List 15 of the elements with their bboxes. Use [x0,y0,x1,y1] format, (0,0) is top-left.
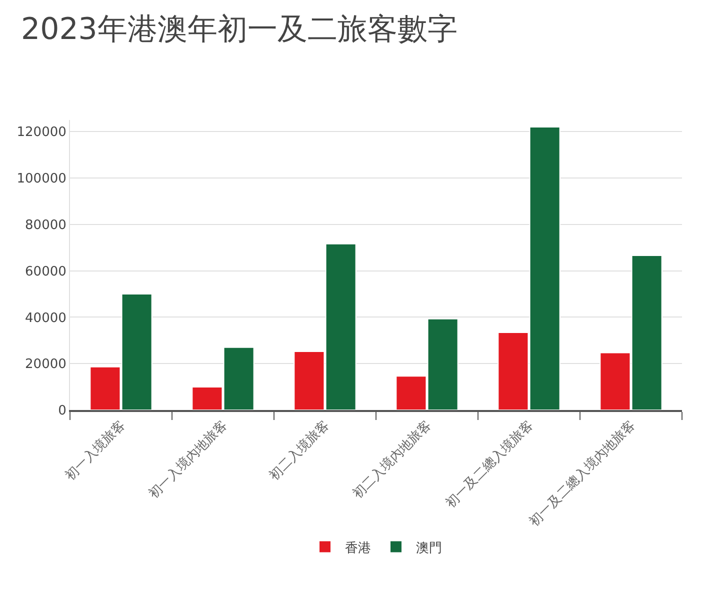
legend-label: 香港 [345,540,371,556]
y-tick-label: 0 [58,404,66,419]
y-tick-label: 40000 [25,310,66,326]
y-tick-label: 60000 [25,264,66,280]
y-tick-label: 80000 [25,218,66,233]
legend-label: 澳門 [416,540,442,556]
y-tick-label: 20000 [25,357,66,372]
y-tick-label: 120000 [16,125,66,140]
x-tick-label: 初一入境旅客 [62,417,128,484]
x-tick-label: 初一入境內地旅客 [146,417,230,502]
chart-title: 2023年港澳年初一及二旅客數字 [21,12,458,47]
x-tick-label: 初二入境內地旅客 [350,417,434,502]
x-tick-label: 初一及二總入境旅客 [442,417,536,512]
x-tick-label: 初二入境旅客 [266,417,332,484]
y-tick-label: 100000 [16,172,66,187]
